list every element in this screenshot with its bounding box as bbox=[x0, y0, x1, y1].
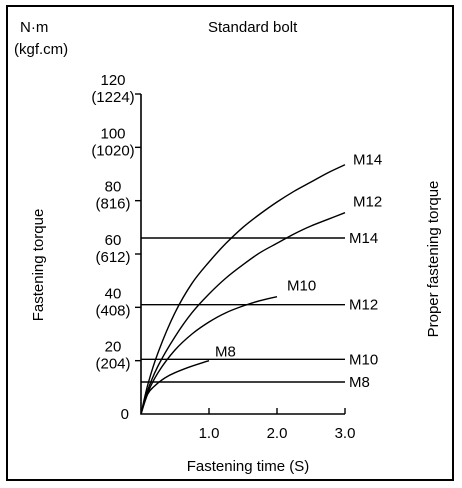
curve-m8 bbox=[140, 360, 210, 415]
y-tick-sublabel-100: (1020) bbox=[91, 142, 134, 159]
y-tick-label-100: 100 bbox=[100, 125, 125, 142]
proper-torque-label-m8: M8 bbox=[349, 374, 370, 391]
chart-title: Standard bolt bbox=[208, 19, 298, 36]
y-axis-label: Fastening torque bbox=[30, 209, 47, 322]
x-tick-label-2.0: 2.0 bbox=[267, 425, 288, 442]
curve-m10 bbox=[140, 296, 278, 415]
y-tick-sublabel-60: (612) bbox=[95, 249, 130, 266]
origin-label: 0 bbox=[121, 406, 129, 423]
x-tick-label-1.0: 1.0 bbox=[199, 425, 220, 442]
y-tick-label-60: 60 bbox=[105, 232, 122, 249]
proper-torque-label-m12: M12 bbox=[349, 297, 378, 314]
chart-svg: N·m (kgf.cm) Standard bolt Fastening tor… bbox=[14, 19, 442, 475]
proper-torque-label-m14: M14 bbox=[349, 230, 378, 247]
x-tick-label-3.0: 3.0 bbox=[335, 425, 356, 442]
y-tick-sublabel-120: (1224) bbox=[91, 89, 134, 106]
curve-label-m10: M10 bbox=[287, 278, 316, 295]
curve-m12 bbox=[140, 212, 346, 415]
curve-m14 bbox=[140, 164, 346, 415]
curve-label-m14: M14 bbox=[353, 152, 382, 169]
y-tick-label-40: 40 bbox=[105, 285, 122, 302]
proper-torque-label-m10: M10 bbox=[349, 351, 378, 368]
y-unit-line2: (kgf.cm) bbox=[14, 41, 68, 58]
chart-frame: N·m (kgf.cm) Standard bolt Fastening tor… bbox=[6, 5, 454, 481]
y-tick-sublabel-20: (204) bbox=[95, 356, 130, 373]
right-axis-label: Proper fastening torque bbox=[425, 181, 442, 338]
curve-label-m12: M12 bbox=[353, 194, 382, 211]
y-tick-label-80: 80 bbox=[105, 179, 122, 196]
y-tick-label-120: 120 bbox=[100, 72, 125, 89]
x-axis-label: Fastening time (S) bbox=[187, 458, 310, 475]
y-tick-label-20: 20 bbox=[105, 339, 122, 356]
curve-label-m8: M8 bbox=[215, 344, 236, 361]
y-tick-sublabel-80: (816) bbox=[95, 196, 130, 213]
y-unit-line1: N·m bbox=[20, 19, 48, 36]
y-tick-sublabel-40: (408) bbox=[95, 302, 130, 319]
axes-lines bbox=[140, 94, 345, 415]
